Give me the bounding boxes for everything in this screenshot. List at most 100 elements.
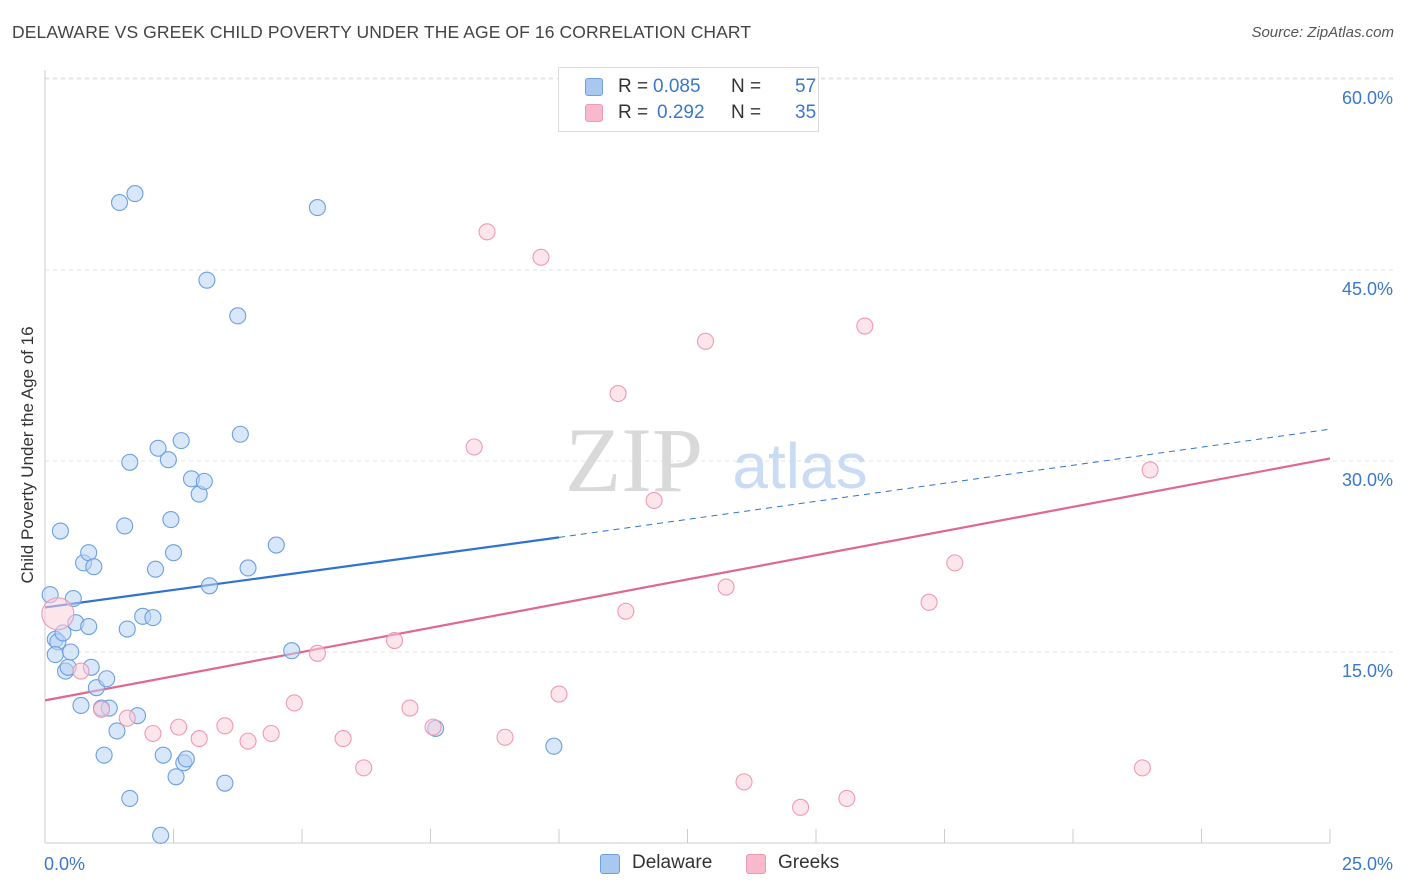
point-greeks bbox=[946, 554, 964, 572]
point-greeks bbox=[216, 717, 234, 735]
point-greeks bbox=[1141, 461, 1159, 479]
correlation-legend: R = 0.085 N = 57 R = 0.292 N = 35 bbox=[558, 67, 819, 132]
watermark: ZIP atlas bbox=[565, 409, 868, 511]
point-delaware bbox=[144, 609, 162, 627]
bottom-legend-label-greeks: Greeks bbox=[778, 852, 840, 873]
y-tick-label: 60.0% bbox=[1342, 88, 1393, 108]
point-greeks bbox=[262, 724, 280, 743]
point-delaware bbox=[216, 774, 234, 792]
point-delaware bbox=[98, 670, 116, 688]
point-greeks bbox=[838, 789, 856, 807]
point-greeks bbox=[920, 593, 938, 611]
point-delaware bbox=[162, 511, 180, 529]
legend-n-value: 35 bbox=[795, 102, 817, 123]
x-tick-label: 0.0% bbox=[44, 854, 85, 874]
point-delaware bbox=[121, 789, 139, 807]
legend-swatch-delaware bbox=[585, 78, 603, 96]
point-delaware bbox=[159, 451, 177, 469]
point-delaware bbox=[108, 722, 126, 740]
point-delaware bbox=[195, 472, 213, 490]
point-greeks bbox=[735, 773, 753, 791]
point-delaware bbox=[118, 620, 136, 638]
point-delaware bbox=[80, 617, 98, 636]
watermark-zip: ZIP bbox=[565, 409, 703, 511]
legend-n-value: 57 bbox=[795, 76, 817, 97]
point-greeks bbox=[717, 578, 735, 596]
point-delaware bbox=[200, 577, 219, 595]
point-greeks bbox=[285, 694, 303, 712]
point-greeks bbox=[856, 317, 874, 335]
point-delaware bbox=[164, 544, 183, 562]
y-tick-label: 15.0% bbox=[1342, 661, 1393, 681]
point-delaware bbox=[95, 746, 113, 764]
point-delaware bbox=[126, 185, 144, 203]
point-greeks bbox=[41, 597, 75, 631]
point-delaware bbox=[239, 559, 257, 577]
legend-r-label: R = bbox=[618, 102, 649, 123]
point-delaware bbox=[198, 271, 216, 289]
point-greeks bbox=[239, 732, 257, 750]
point-delaware bbox=[149, 439, 167, 457]
point-delaware bbox=[172, 432, 190, 450]
point-delaware bbox=[46, 645, 64, 664]
point-delaware bbox=[167, 768, 185, 786]
source-label: Source: ZipAtlas.com bbox=[1251, 24, 1394, 41]
legend-swatch-greeks bbox=[585, 104, 603, 122]
point-greeks bbox=[550, 685, 568, 703]
trend-line-greeks bbox=[44, 457, 1331, 702]
point-greeks bbox=[92, 700, 111, 718]
data-points bbox=[41, 185, 1159, 844]
point-greeks bbox=[1133, 759, 1151, 777]
point-delaware bbox=[154, 746, 172, 764]
y-tick-label: 30.0% bbox=[1342, 470, 1393, 490]
point-delaware bbox=[85, 558, 103, 576]
point-greeks bbox=[334, 730, 352, 748]
point-delaware bbox=[267, 536, 285, 554]
point-greeks bbox=[617, 602, 635, 620]
point-delaware bbox=[51, 522, 69, 540]
point-delaware bbox=[62, 643, 80, 661]
point-delaware bbox=[146, 560, 165, 578]
chart-title: DELAWARE VS GREEK CHILD POVERTY UNDER TH… bbox=[12, 22, 752, 42]
bottom-legend-swatch-delaware bbox=[600, 854, 620, 874]
tick-labels: 15.0% 30.0% 45.0% 60.0% 0.0% 25.0% bbox=[44, 88, 1393, 874]
point-greeks bbox=[532, 248, 550, 266]
point-greeks bbox=[170, 718, 188, 736]
legend-r-value: 0.085 bbox=[653, 76, 701, 97]
y-axis-label: Child Poverty Under the Age of 16 bbox=[18, 326, 37, 584]
point-delaware bbox=[110, 193, 129, 212]
legend-r-value: 0.292 bbox=[657, 102, 705, 123]
point-greeks bbox=[72, 662, 90, 680]
point-greeks bbox=[118, 709, 136, 727]
point-greeks bbox=[424, 718, 442, 736]
point-delaware bbox=[116, 517, 134, 535]
point-greeks bbox=[609, 384, 627, 403]
point-greeks bbox=[355, 759, 373, 777]
point-greeks bbox=[385, 631, 404, 650]
x-tick-label: 25.0% bbox=[1342, 854, 1393, 874]
axes bbox=[44, 70, 1331, 844]
watermark-atlas: atlas bbox=[732, 430, 867, 502]
legend-n-label: N = bbox=[731, 76, 762, 97]
point-greeks bbox=[190, 730, 208, 748]
point-greeks bbox=[401, 699, 419, 717]
point-delaware bbox=[308, 199, 326, 217]
point-greeks bbox=[792, 798, 810, 816]
point-delaware bbox=[152, 826, 170, 844]
point-greeks bbox=[496, 728, 514, 746]
point-delaware bbox=[177, 750, 195, 768]
point-greeks bbox=[478, 223, 496, 241]
point-greeks bbox=[144, 724, 162, 743]
point-greeks bbox=[696, 332, 715, 350]
point-delaware bbox=[545, 737, 563, 755]
trend-line-extension-delaware bbox=[558, 428, 1331, 538]
point-delaware bbox=[121, 453, 139, 471]
legend-n-label: N = bbox=[731, 102, 762, 123]
point-delaware bbox=[229, 307, 247, 325]
bottom-legend-swatch-greeks bbox=[746, 854, 766, 874]
point-greeks bbox=[645, 491, 663, 510]
y-tick-label: 45.0% bbox=[1342, 279, 1393, 299]
point-greeks bbox=[465, 438, 483, 456]
point-delaware bbox=[231, 425, 249, 443]
